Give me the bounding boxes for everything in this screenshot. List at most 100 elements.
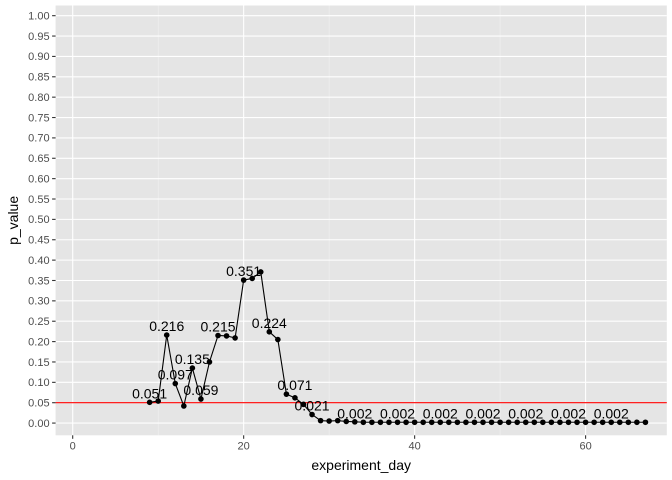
y-axis-title: p_value <box>5 196 21 245</box>
data-point <box>343 418 350 425</box>
x-tick-label: 0 <box>70 440 76 452</box>
data-point <box>181 403 187 409</box>
y-tick-label: 0.10 <box>28 377 49 389</box>
y-tick-label: 0.30 <box>28 296 49 308</box>
data-point <box>565 419 572 426</box>
panel-background <box>55 5 667 436</box>
data-point <box>334 417 341 424</box>
data-point <box>531 419 538 426</box>
data-point <box>514 419 521 426</box>
data-point <box>163 332 170 338</box>
y-tick-label: 0.50 <box>28 214 49 226</box>
y-tick-label: 0.20 <box>28 336 49 348</box>
y-tick-label: 0.15 <box>28 357 49 369</box>
data-point <box>625 419 632 426</box>
data-point <box>599 419 606 426</box>
data-point <box>172 380 179 387</box>
data-label: 0.021 <box>295 398 330 414</box>
data-label: 0.351 <box>226 263 261 279</box>
data-point <box>223 333 230 339</box>
data-label: 0.051 <box>132 385 167 401</box>
data-label: 0.224 <box>252 315 287 331</box>
data-point <box>300 401 307 408</box>
data-point <box>437 419 444 426</box>
data-point <box>351 419 358 425</box>
data-point <box>155 398 161 404</box>
data-point <box>403 419 409 426</box>
y-tick-label: 0.60 <box>28 173 49 185</box>
y-tick-label: 0.95 <box>28 31 49 43</box>
data-point <box>275 336 281 343</box>
data-point <box>146 399 153 406</box>
data-point <box>540 419 546 426</box>
data-point <box>360 419 367 426</box>
y-tick-label: 0.00 <box>28 418 49 430</box>
y-tick-label: 0.65 <box>28 153 49 165</box>
data-point <box>257 269 264 275</box>
y-tick-label: 0.90 <box>28 51 49 63</box>
y-tick-label: 0.70 <box>28 133 49 145</box>
y-tick-label: 0.25 <box>28 316 49 328</box>
data-point <box>283 391 290 397</box>
data-point <box>616 419 623 426</box>
data-point <box>240 277 247 283</box>
data-point <box>266 329 273 335</box>
data-point <box>198 396 204 402</box>
y-tick-label: 0.45 <box>28 235 49 247</box>
data-point <box>249 275 256 282</box>
data-label: 0.216 <box>149 318 184 334</box>
data-label: 0.135 <box>175 351 210 367</box>
x-tick-label: 60 <box>579 440 591 452</box>
y-tick-label: 0.85 <box>28 72 49 84</box>
y-tick-label: 0.55 <box>28 194 49 206</box>
data-point <box>634 419 640 426</box>
x-tick-label: 20 <box>238 440 250 452</box>
data-point <box>463 419 469 426</box>
data-point <box>582 419 589 426</box>
data-point <box>505 419 512 426</box>
data-label: 0.215 <box>200 318 235 334</box>
data-label: 0.097 <box>158 367 193 383</box>
data-point <box>591 419 597 426</box>
data-point <box>215 332 221 339</box>
y-tick-label: 0.75 <box>28 112 49 124</box>
data-point <box>232 335 238 341</box>
data-label: 0.002 <box>380 405 415 421</box>
x-axis: 0 20 40 60 <box>70 435 592 452</box>
data-point <box>574 419 580 426</box>
data-label: 0.002 <box>551 405 586 421</box>
data-point <box>557 419 563 426</box>
data-point <box>411 419 418 426</box>
data-point <box>420 419 426 426</box>
data-point <box>446 419 452 426</box>
data-point <box>471 419 478 426</box>
y-axis: 0.00 0.05 0.10 0.15 0.20 0.25 0.30 0.35 0.40 0.45… <box>28 10 56 430</box>
data-point <box>292 395 298 401</box>
data-point <box>394 419 401 426</box>
data-point <box>454 419 461 426</box>
data-label: 0.002 <box>594 405 629 421</box>
data-point <box>369 419 375 426</box>
data-point <box>377 419 384 426</box>
data-point <box>317 417 324 424</box>
y-tick-label: 1.00 <box>28 10 49 22</box>
data-label: 0.002 <box>465 405 500 421</box>
data-label: 0.002 <box>508 405 543 421</box>
data-point <box>642 419 649 426</box>
data-point <box>206 359 213 365</box>
y-tick-label: 0.35 <box>28 275 49 287</box>
x-tick-label: 40 <box>409 440 421 452</box>
x-axis-title: experiment_day <box>311 457 411 473</box>
data-point <box>548 419 555 426</box>
grid-major <box>55 5 667 436</box>
data-point <box>497 419 503 426</box>
data-point <box>608 419 615 426</box>
data-point <box>386 419 392 426</box>
data-point <box>480 419 486 426</box>
y-tick-label: 0.80 <box>28 92 49 104</box>
data-point <box>488 419 495 426</box>
data-point <box>326 418 332 424</box>
data-label: 0.059 <box>183 382 218 398</box>
data-point <box>522 419 529 426</box>
